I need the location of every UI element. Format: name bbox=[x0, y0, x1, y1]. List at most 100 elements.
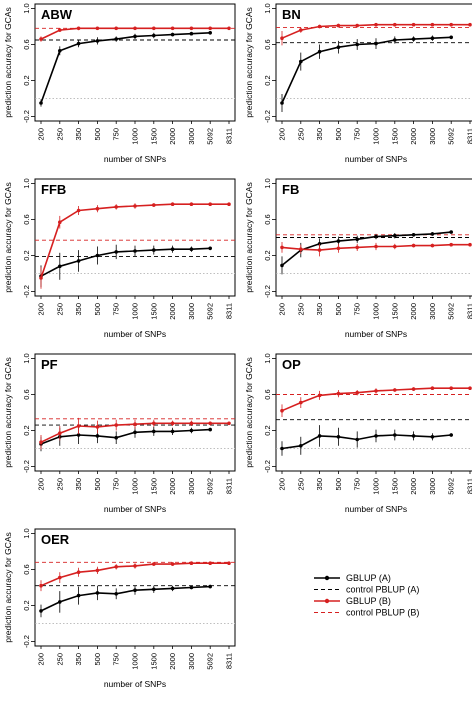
data-point bbox=[114, 37, 118, 41]
data-point bbox=[95, 591, 100, 595]
x-tick-label: 1500 bbox=[149, 303, 158, 320]
data-point bbox=[170, 247, 175, 251]
x-tick-label: 3000 bbox=[428, 303, 437, 320]
x-tick-label: 750 bbox=[112, 128, 121, 141]
x-axis-label: number of SNPs bbox=[104, 154, 166, 164]
x-tick-label: 1000 bbox=[131, 128, 140, 145]
data-point bbox=[76, 433, 81, 437]
data-point bbox=[411, 243, 416, 248]
x-axis-label: number of SNPs bbox=[104, 329, 166, 339]
x-tick-label: 5092 bbox=[206, 128, 215, 145]
x-tick-label: 3000 bbox=[428, 128, 437, 145]
y-tick-label: -0.2 bbox=[22, 460, 31, 473]
legend-marker bbox=[324, 598, 330, 604]
data-point bbox=[355, 245, 360, 250]
y-tick-label: 0.6 bbox=[263, 39, 272, 49]
y-tick-label: 0.6 bbox=[263, 389, 272, 399]
panel-title: FFB bbox=[41, 182, 66, 197]
data-point bbox=[299, 444, 303, 448]
legend-entry: control PBLUP (B) bbox=[314, 608, 419, 618]
x-axis-label: number of SNPs bbox=[104, 679, 166, 689]
y-tick-label: 1.0 bbox=[22, 3, 31, 13]
data-point bbox=[152, 203, 156, 207]
x-tick-label: 1000 bbox=[131, 653, 140, 670]
series-gblup-b bbox=[39, 26, 231, 42]
x-tick-label: 1500 bbox=[390, 303, 399, 320]
data-point bbox=[317, 248, 322, 252]
x-tick-label: 5092 bbox=[447, 478, 456, 495]
x-tick-label: 750 bbox=[112, 478, 121, 491]
data-point bbox=[411, 233, 416, 237]
data-point bbox=[170, 421, 175, 426]
x-tick-label: 8311 bbox=[225, 128, 234, 144]
x-tick-label: 3000 bbox=[187, 653, 196, 670]
plot-frame bbox=[275, 3, 472, 122]
y-axis-label: prediction accuracy for GCAs bbox=[3, 7, 13, 118]
data-point bbox=[189, 202, 194, 206]
data-point bbox=[189, 31, 194, 36]
data-point bbox=[336, 246, 341, 251]
data-point bbox=[114, 250, 118, 254]
x-tick-label: 200 bbox=[278, 478, 287, 491]
x-tick-label: 250 bbox=[296, 128, 305, 141]
data-point bbox=[114, 435, 118, 440]
x-tick-label: 8311 bbox=[225, 478, 234, 494]
x-tick-label: 200 bbox=[37, 303, 46, 316]
data-point bbox=[430, 232, 435, 236]
data-point bbox=[133, 34, 137, 39]
data-point bbox=[58, 264, 62, 269]
data-point bbox=[280, 36, 284, 40]
panel-pf: -0.2 0.2 0.6 1.0 200 250 350 500 750 1000 1500 2000… bbox=[3, 353, 236, 514]
data-point bbox=[393, 433, 397, 437]
data-point bbox=[152, 421, 156, 426]
y-tick-label: -0.2 bbox=[22, 635, 31, 648]
x-tick-label: 2000 bbox=[168, 303, 177, 320]
series-line bbox=[281, 434, 452, 450]
x-tick-label: 200 bbox=[278, 303, 287, 316]
y-tick-label: -0.2 bbox=[263, 110, 272, 123]
x-tick-label: 1500 bbox=[149, 128, 158, 145]
data-point bbox=[355, 390, 360, 395]
data-point bbox=[411, 387, 416, 391]
y-tick-label: -0.2 bbox=[263, 460, 272, 473]
data-point bbox=[58, 28, 62, 32]
y-tick-label: 0.6 bbox=[22, 564, 31, 574]
series-gblup-a bbox=[39, 426, 212, 452]
x-tick-label: 500 bbox=[93, 303, 102, 316]
y-tick-label: 0.2 bbox=[263, 425, 272, 435]
series-gblup-a bbox=[39, 244, 212, 287]
data-point bbox=[39, 609, 43, 613]
data-point bbox=[393, 388, 397, 392]
x-tick-label: 3000 bbox=[187, 128, 196, 145]
data-point bbox=[208, 31, 212, 35]
x-tick-label: 350 bbox=[74, 128, 83, 141]
series-gblup-a bbox=[280, 35, 454, 112]
data-point bbox=[170, 26, 175, 31]
data-point bbox=[430, 386, 435, 391]
data-point bbox=[152, 429, 156, 434]
x-tick-label: 5092 bbox=[206, 478, 215, 495]
y-tick-label: 0.6 bbox=[22, 389, 31, 399]
data-point bbox=[133, 26, 137, 31]
x-tick-label: 2000 bbox=[409, 128, 418, 145]
series-gblup-a bbox=[280, 230, 454, 275]
legend: GBLUP (A) control PBLUP (A)GBLUP (B) contr… bbox=[314, 573, 419, 618]
data-point bbox=[280, 101, 284, 105]
data-point bbox=[39, 440, 43, 445]
series-gblup-b bbox=[280, 22, 472, 46]
y-tick-label: 1.0 bbox=[22, 178, 31, 188]
data-point bbox=[393, 22, 397, 27]
y-tick-label: 0.2 bbox=[263, 250, 272, 260]
data-point bbox=[152, 26, 156, 31]
data-point bbox=[189, 26, 194, 31]
data-point bbox=[208, 202, 212, 206]
data-point bbox=[336, 23, 341, 28]
y-tick-label: 0.2 bbox=[22, 75, 31, 85]
data-point bbox=[227, 561, 231, 565]
panel-fb: -0.2 0.2 0.6 1.0 200 250 350 500 750 1000 1500 2000… bbox=[244, 178, 472, 339]
data-point bbox=[133, 564, 137, 568]
x-tick-label: 8311 bbox=[466, 478, 472, 494]
data-point bbox=[468, 242, 472, 247]
data-point bbox=[95, 26, 100, 31]
panel-title: PF bbox=[41, 357, 58, 372]
